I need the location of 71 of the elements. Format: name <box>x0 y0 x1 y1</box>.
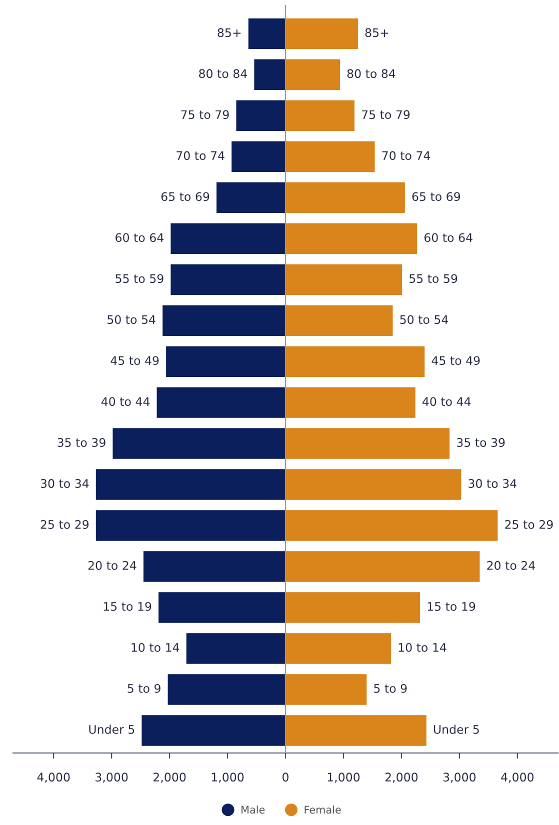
bar <box>96 469 286 500</box>
bar <box>236 100 286 132</box>
bar <box>286 182 405 214</box>
x-tick-label: 3,000 <box>96 772 128 783</box>
bar <box>216 182 286 214</box>
category-label: 35 to 39 <box>457 438 505 447</box>
x-tick-label: 2,000 <box>385 772 418 783</box>
category-label: 45 to 49 <box>432 356 480 366</box>
x-tick-label: 4,000 <box>501 772 534 783</box>
category-label: 60 to 64 <box>424 233 472 242</box>
x-tick-label: 0 <box>282 772 288 782</box>
x-tick-label: 1,000 <box>212 772 244 783</box>
bar <box>286 510 498 541</box>
bar <box>170 264 286 295</box>
bar <box>170 223 286 254</box>
bar <box>286 264 402 295</box>
y-tick-label: 5 to 9 <box>128 684 160 693</box>
y-tick-label: 60 to 64 <box>116 233 164 242</box>
category-label: 55 to 59 <box>409 274 458 284</box>
x-tick-label: 2,000 <box>154 772 186 783</box>
bar <box>254 59 286 90</box>
bar <box>112 428 286 459</box>
category-label: 80 to 84 <box>347 69 396 78</box>
category-label: 75 to 79 <box>362 110 410 120</box>
bar <box>286 346 425 377</box>
bar <box>286 633 392 664</box>
category-label: 15 to 19 <box>428 602 476 611</box>
bar <box>248 18 286 50</box>
bar <box>286 387 416 418</box>
bar <box>286 100 354 132</box>
bar <box>286 551 480 582</box>
x-tick-label: 1,000 <box>328 772 360 783</box>
category-label: 10 to 14 <box>398 642 446 652</box>
category-label: 40 to 44 <box>422 397 471 406</box>
y-tick-label: 55 to 59 <box>116 274 164 284</box>
category-label: 30 to 34 <box>468 479 516 488</box>
category-label: 70 to 74 <box>382 151 430 160</box>
bar <box>232 141 286 172</box>
x-tick-label: 4,000 <box>37 772 70 783</box>
bar <box>156 387 286 418</box>
category-label: 65 to 69 <box>412 192 460 202</box>
bar <box>168 674 286 705</box>
y-tick-label: 45 to 49 <box>110 356 159 366</box>
y-tick-label: 50 to 54 <box>108 315 156 324</box>
bar <box>186 633 286 664</box>
bar <box>286 18 358 50</box>
category-label: 85+ <box>365 28 388 38</box>
bar <box>162 305 286 336</box>
category-label: 5 to 9 <box>374 684 407 693</box>
bar <box>142 715 286 746</box>
bar <box>286 592 420 623</box>
category-label: Under 5 <box>434 724 479 734</box>
category-label: 20 to 24 <box>487 561 536 570</box>
category-label: 50 to 54 <box>400 315 448 324</box>
bar <box>286 428 450 459</box>
legend-label: Female <box>304 806 341 814</box>
bar <box>166 346 286 377</box>
bar <box>286 305 393 336</box>
bar <box>286 715 426 746</box>
bar <box>96 510 286 541</box>
bar <box>286 223 418 254</box>
bar <box>286 141 375 172</box>
bar <box>286 59 340 90</box>
bar <box>143 551 286 582</box>
category-label: 25 to 29 <box>505 520 553 529</box>
legend-label: Male <box>242 806 265 814</box>
bar <box>286 469 462 500</box>
bar <box>286 674 367 705</box>
x-tick-label: 3,000 <box>443 772 476 783</box>
y-tick-label: 15 to 19 <box>104 602 152 611</box>
bar <box>158 592 286 623</box>
